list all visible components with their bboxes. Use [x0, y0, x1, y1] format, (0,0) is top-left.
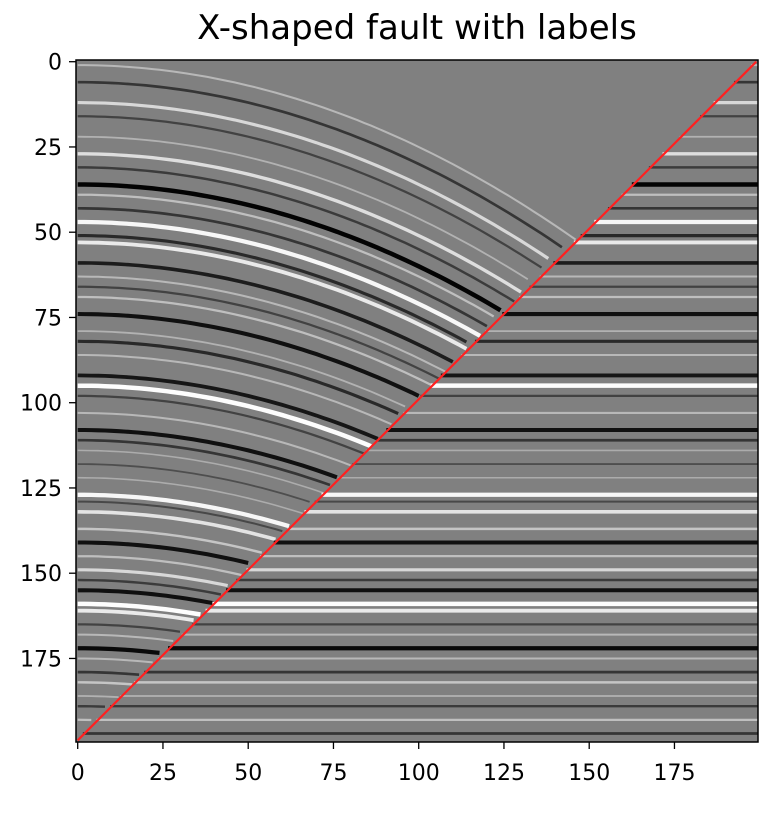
y-tick-label: 50: [34, 221, 62, 246]
x-tick-label: 125: [483, 761, 525, 786]
reflector-hangingwall: [77, 695, 119, 698]
x-tick-label: 0: [71, 761, 85, 786]
reflector-hangingwall: [77, 166, 515, 303]
reflector-hangingwall: [77, 383, 372, 449]
reflector-hangingwall: [77, 206, 488, 328]
x-tick-label: 175: [653, 761, 695, 786]
reflector-hangingwall: [77, 219, 482, 338]
reflector-hangingwall: [77, 568, 229, 588]
x-tick-label: 75: [319, 761, 347, 786]
axes: 0 25 50 75 100 125 150 175 0 25 50 75 100 125 150 175: [20, 51, 695, 786]
reflector-hangingwall: [77, 527, 263, 554]
reflector-hangingwall: [77, 394, 365, 455]
reflector-hangingwall: [77, 438, 331, 487]
reflector-hangingwall: [77, 234, 468, 344]
reflector-hangingwall: [77, 275, 447, 373]
reflector-hangingwall: [77, 500, 283, 533]
reflector-hangingwall: [77, 657, 153, 664]
reflector-hangingwall: [77, 578, 222, 596]
reflector-hangingwall: [77, 295, 433, 387]
reflector-hangingwall: [77, 704, 106, 708]
reflector-hangingwall: [77, 64, 577, 241]
reflector-hangingwall: [77, 411, 351, 467]
reflector-hangingwall: [77, 193, 495, 318]
plot-frame: [75, 59, 759, 743]
x-tick-label: 25: [149, 761, 177, 786]
reflector-hangingwall: [77, 427, 338, 480]
reflector-hangingwall: [77, 373, 379, 441]
reflector-hangingwall: [77, 101, 550, 260]
x-tick-label: 100: [398, 761, 440, 786]
fault-line-layer: [76, 60, 758, 742]
y-tick-label: 150: [20, 562, 62, 587]
reflector-hangingwall: [77, 285, 440, 380]
reflector-hangingwall: [77, 510, 276, 542]
seismic-image: [77, 64, 758, 735]
reflector-hangingwall: [77, 476, 304, 515]
reflector-hangingwall: [77, 135, 529, 281]
fault-line: [76, 60, 758, 742]
x-tick-label: 50: [234, 761, 262, 786]
reflector-hangingwall: [77, 449, 324, 494]
reflector-hangingwall: [77, 633, 174, 643]
chart-title: X-shaped fault with labels: [197, 8, 637, 48]
reflector-hangingwall: [77, 646, 160, 656]
reflector-hangingwall: [77, 623, 181, 633]
reflector-hangingwall: [77, 540, 249, 565]
reflector-hangingwall: [77, 182, 502, 313]
reflector-hangingwall: [77, 152, 522, 294]
y-tick-label: 0: [48, 51, 62, 76]
reflector-hangingwall: [77, 339, 399, 416]
reflector-hangingwall: [77, 681, 133, 686]
x-tick-label: 150: [568, 761, 610, 786]
reflector-hangingwall: [77, 601, 201, 617]
reflector-hangingwall: [77, 261, 454, 364]
reflector-hangingwall: [77, 608, 194, 623]
y-tick-label: 175: [20, 647, 62, 672]
reflector-hangingwall: [77, 463, 310, 503]
reflector-hangingwall: [77, 492, 290, 529]
y-tick-label: 75: [34, 306, 62, 331]
reflector-hangingwall: [77, 115, 543, 269]
y-tick-label: 100: [20, 392, 62, 417]
reflector-hangingwall: [77, 353, 392, 426]
reflector-hangingwall: [77, 311, 420, 398]
reflector-hangingwall: [77, 555, 242, 577]
reflector-hangingwall: [77, 588, 215, 606]
reflector-hangingwall: [77, 330, 406, 408]
y-tick-label: 25: [34, 136, 62, 161]
reflector-hangingwall: [77, 80, 563, 249]
reflector-hangingwall: [77, 240, 468, 351]
y-tick-label: 125: [20, 477, 62, 502]
reflector-hangingwall: [77, 670, 140, 677]
